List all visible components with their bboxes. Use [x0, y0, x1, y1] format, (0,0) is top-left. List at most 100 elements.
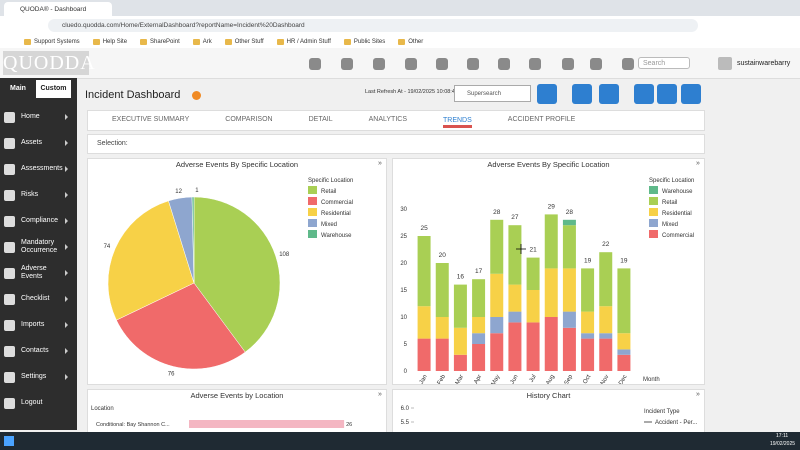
bar-segment — [544, 317, 558, 371]
panel-expand[interactable]: » — [696, 160, 700, 167]
header-icon[interactable] — [622, 58, 634, 70]
sidebar-item[interactable]: Assets — [0, 130, 77, 156]
logo[interactable]: QUODDA — [3, 51, 96, 75]
x-tick-label: Apr — [473, 374, 483, 384]
bookmark[interactable]: Other — [398, 37, 423, 46]
sidebar-item[interactable]: Imports — [0, 312, 77, 338]
total-label: 19 — [620, 257, 628, 264]
bar-segment — [581, 311, 595, 334]
header-icon[interactable] — [590, 58, 602, 70]
x-tick-label: Mar — [455, 374, 465, 384]
bookmark-label: SharePoint — [150, 38, 180, 45]
export-button[interactable] — [657, 84, 677, 104]
dashboard-tab[interactable]: TRENDS — [443, 117, 472, 128]
x-tick-label: Feb — [437, 373, 448, 384]
sidebar-item[interactable]: Settings — [0, 364, 77, 390]
total-label: 27 — [511, 214, 519, 221]
dashboard-tab[interactable]: EXECUTIVE SUMMARY — [112, 116, 190, 123]
total-label: 28 — [493, 209, 501, 216]
bookmark[interactable]: HR / Admin Stuff — [276, 37, 331, 46]
folder-icon — [276, 38, 284, 45]
legend-label: Commercial — [662, 233, 694, 239]
slice-label: 108 — [279, 252, 290, 258]
start-button[interactable] — [4, 436, 14, 446]
dashboard-tab[interactable]: ACCIDENT PROFILE — [507, 116, 576, 123]
bookmark[interactable]: Ark — [192, 37, 212, 46]
sidebar-item[interactable]: Compliance — [0, 208, 77, 234]
tab-bar — [87, 110, 705, 131]
filter-button[interactable] — [599, 84, 619, 104]
bar-segment — [453, 284, 467, 328]
header-icon[interactable] — [341, 58, 353, 70]
sidebar-item[interactable]: Checklist — [0, 286, 77, 312]
legend-label: Mixed — [321, 222, 337, 228]
bar-segment — [472, 344, 486, 371]
info-icon[interactable] — [192, 91, 201, 100]
sidebar-icon — [4, 137, 15, 149]
dashboard-tab[interactable]: ANALYTICS — [368, 116, 407, 123]
panel-title: Adverse Events By Specific Location — [176, 160, 298, 169]
supersearch[interactable]: Supersearch — [454, 85, 531, 102]
header-icon[interactable] — [309, 58, 321, 70]
header-icon[interactable] — [498, 58, 510, 70]
y-tick-label: 5.5 — [401, 420, 410, 426]
sidebar-tab[interactable]: Main — [0, 80, 36, 98]
total-label: 29 — [548, 203, 556, 210]
bar-segment — [599, 338, 613, 371]
expand-arrow — [65, 244, 68, 250]
history-chart: History Chart » 6.0 5.5 Incident Type Acciden… — [401, 391, 700, 426]
bookmark[interactable]: Help Site — [92, 37, 127, 46]
y-tick-label: 0 — [404, 369, 408, 375]
pie-slice — [193, 196, 281, 353]
sidebar-tab[interactable]: Custom — [36, 80, 71, 98]
bar-segment — [417, 306, 431, 339]
header-icon[interactable] — [373, 58, 385, 70]
dashboard-tab[interactable]: DETAIL — [308, 116, 333, 123]
bar-segment — [562, 268, 576, 312]
bar-segment — [472, 333, 486, 344]
sidebar-item[interactable]: Contacts — [0, 338, 77, 364]
panel-title: Adverse Events by Location — [191, 391, 284, 400]
legend-swatch — [649, 208, 658, 216]
bookmark[interactable]: Public Sites — [343, 37, 385, 46]
bar-segment — [490, 219, 504, 274]
total-label: 22 — [602, 241, 610, 248]
forward-button[interactable] — [681, 84, 701, 104]
sidebar-item[interactable]: Assessments — [0, 156, 77, 182]
browser-tab[interactable]: QUODA® - Dashboard — [4, 2, 112, 16]
back-button[interactable] — [634, 84, 654, 104]
panel-expand[interactable]: » — [378, 160, 382, 167]
sidebar-item[interactable]: Adverse Events — [0, 260, 77, 286]
sidebar-label: Mandatory Occurrence — [21, 239, 58, 254]
user-avatar[interactable] — [718, 57, 732, 70]
bar-segment — [544, 268, 558, 317]
address-bar[interactable]: cluedo.quodda.com/Home/ExternalDashboard… — [48, 19, 698, 32]
panel-expand[interactable]: » — [696, 391, 700, 398]
sidebar-item[interactable]: Mandatory Occurrence — [0, 234, 77, 260]
total-label: 28 — [566, 209, 574, 216]
bookmark[interactable]: SharePoint — [140, 37, 180, 46]
header-icon[interactable] — [436, 58, 448, 70]
folder-icon — [140, 38, 148, 45]
header-icon[interactable] — [529, 58, 541, 70]
sidebar-item[interactable]: Risks — [0, 182, 77, 208]
search-input[interactable]: Search — [638, 57, 690, 69]
print-button[interactable] — [537, 84, 557, 104]
user-name[interactable]: sustainwarebarry — [737, 60, 791, 67]
tab-strip — [0, 0, 800, 16]
bar-segment — [562, 327, 576, 371]
panel-expand[interactable]: » — [378, 391, 382, 398]
folder-icon — [92, 38, 100, 45]
header-icon[interactable] — [467, 58, 479, 70]
bar-segment — [562, 311, 576, 328]
sidebar-item[interactable]: Logout — [0, 390, 77, 416]
header-icon[interactable] — [562, 58, 574, 70]
header-icon[interactable] — [405, 58, 417, 70]
sidebar-icon — [4, 293, 15, 305]
dashboard-tab[interactable]: COMPARISON — [225, 116, 273, 123]
sidebar-item[interactable]: Home — [0, 104, 77, 130]
bookmark[interactable]: Other Stuff — [224, 37, 264, 46]
bar-segment — [617, 333, 631, 350]
calendar-button[interactable] — [572, 84, 592, 104]
bookmark[interactable]: Support Systems — [24, 37, 80, 46]
